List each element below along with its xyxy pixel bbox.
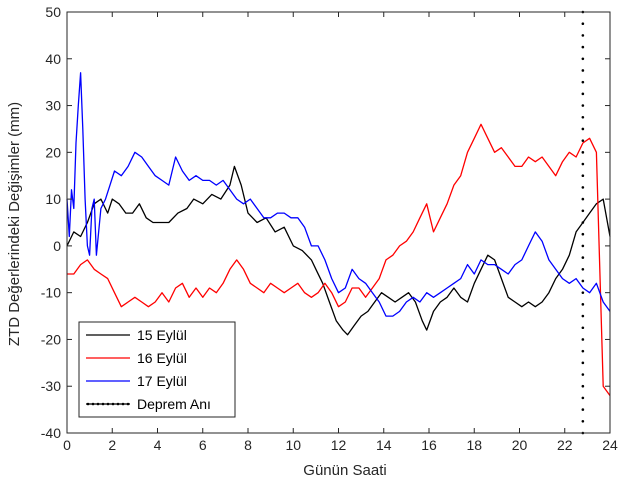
event-marker-dot [581, 186, 585, 189]
legend-label: 15 Eylül [137, 327, 187, 343]
series-deprem-ani [581, 10, 585, 435]
y-tick-label: 20 [45, 144, 61, 160]
x-tick-label: 20 [512, 437, 528, 453]
legend-label: Deprem Anı [137, 396, 211, 412]
x-tick-label: 10 [285, 437, 301, 453]
event-marker-dot [581, 373, 585, 376]
legend-swatch-dot [126, 402, 130, 406]
y-tick-label: 10 [45, 191, 61, 207]
x-tick-label: 24 [602, 437, 618, 453]
x-tick-label: 0 [63, 437, 71, 453]
event-marker-dot [581, 396, 585, 400]
event-marker-dot [581, 420, 585, 423]
event-marker-dot [581, 267, 585, 271]
x-axis-label: Günün Saati [303, 462, 386, 479]
legend-box [78, 321, 236, 418]
event-marker-dot [581, 279, 585, 283]
event-marker-dot [581, 57, 585, 61]
legend-swatch-dot [96, 402, 100, 406]
event-marker-dot [581, 349, 585, 353]
series-line-3 [66, 72, 611, 317]
event-marker-dot [581, 338, 585, 341]
event-marker-dot [581, 326, 585, 330]
series-line-2 [67, 123, 611, 396]
legend-swatch-dot [111, 402, 115, 406]
y-axis-label: ZTD Değerlerindeki Değişimler (mm) [6, 102, 23, 346]
event-marker-dot [581, 115, 585, 119]
event-marker-dot [581, 80, 585, 84]
y-tick-label: -40 [41, 425, 61, 441]
y-tick-label: 50 [45, 4, 61, 20]
event-marker-dot [581, 244, 585, 248]
event-marker-dot [581, 151, 585, 154]
legend: 15 Eylül 16 Eylül 17 Eylül Deprem Anı [78, 321, 236, 418]
y-tick-label: -30 [41, 378, 61, 394]
event-marker-dot [581, 232, 585, 236]
series-line-1 [66, 165, 611, 336]
event-marker-dot [581, 209, 585, 213]
event-marker-dot [581, 92, 585, 96]
legend-swatch-dot [106, 402, 110, 406]
event-marker-dot [581, 384, 585, 388]
event-marker-dot [581, 174, 585, 178]
y-tick-label: 0 [53, 238, 61, 254]
event-marker-dot [581, 127, 585, 131]
x-tick-label: 18 [466, 437, 482, 453]
event-marker-dot [581, 221, 585, 224]
legend-swatch-dot [116, 402, 120, 406]
event-marker-dot [581, 361, 585, 365]
x-tick-label: 12 [331, 437, 347, 453]
series-layer [66, 10, 611, 435]
event-marker-dot [581, 291, 585, 294]
event-marker-dot [581, 104, 585, 107]
event-marker-dot [581, 22, 585, 25]
event-marker-dot [581, 69, 585, 72]
event-marker-dot [581, 139, 585, 142]
event-marker-dot [581, 408, 585, 411]
event-marker-dot [581, 314, 585, 318]
x-tick-label: 6 [199, 437, 207, 453]
event-marker-dot [581, 197, 585, 201]
event-marker-dot [581, 162, 585, 166]
x-tick-label: 22 [557, 437, 573, 453]
legend-label: 17 Eylül [137, 373, 187, 389]
x-tick-label: 2 [108, 437, 116, 453]
x-tick-label: 8 [244, 437, 252, 453]
event-marker-dot [581, 256, 585, 259]
x-tick-label: 16 [421, 437, 437, 453]
y-tick-label: -10 [41, 285, 61, 301]
legend-swatch-dot [121, 402, 125, 406]
event-marker-dot [581, 34, 585, 37]
legend-swatch-dot [91, 402, 95, 406]
y-tick-label: -20 [41, 331, 61, 347]
event-marker-dot [581, 45, 585, 49]
legend-swatch-dot [101, 402, 105, 406]
legend-swatch-dot [86, 402, 90, 406]
axes-layer: 0 2 4 6 8 10 12 14 16 18 20 22 24-40-30-20-100102030… [41, 4, 618, 453]
legend-label: 16 Eylül [137, 350, 187, 366]
x-tick-label: 4 [154, 437, 162, 453]
x-tick-label: 14 [376, 437, 392, 453]
event-marker-dot [581, 303, 585, 306]
y-tick-label: 40 [45, 51, 61, 67]
y-tick-label: 30 [45, 98, 61, 114]
